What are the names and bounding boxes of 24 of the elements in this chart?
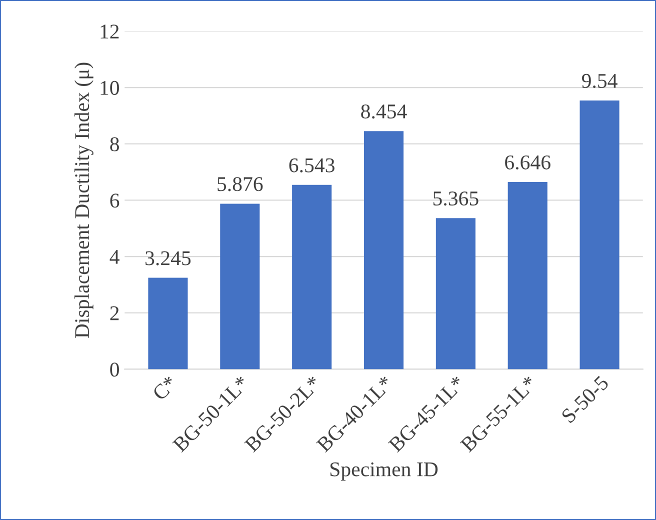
- x-axis-title: Specimen ID: [330, 462, 438, 481]
- bar: [220, 204, 260, 370]
- data-label: 6.543: [289, 158, 334, 172]
- y-tick-label: 2: [110, 306, 119, 320]
- y-axis-title: Displacement Ductility Index (μ): [74, 62, 94, 338]
- bar: [364, 131, 404, 370]
- y-tick-label: 12: [100, 24, 119, 38]
- bar: [292, 184, 332, 370]
- data-label: 3.245: [146, 251, 191, 266]
- bar: [508, 182, 548, 370]
- data-label: 5.365: [433, 192, 478, 206]
- y-tick-label: 4: [110, 250, 120, 264]
- data-label: 8.454: [361, 104, 407, 119]
- bar: [580, 100, 620, 370]
- y-tick-label: 0: [110, 362, 119, 377]
- data-label: 5.876: [218, 177, 263, 192]
- y-tick-label: 8: [110, 137, 119, 152]
- y-tick-label: 10: [100, 80, 119, 95]
- data-label: 9.54: [582, 74, 618, 88]
- bar: [148, 278, 188, 370]
- bar: [436, 218, 476, 370]
- y-tick-label: 6: [110, 194, 120, 208]
- x-tick-label: C*: [152, 375, 178, 402]
- data-label: 6.646: [505, 155, 550, 170]
